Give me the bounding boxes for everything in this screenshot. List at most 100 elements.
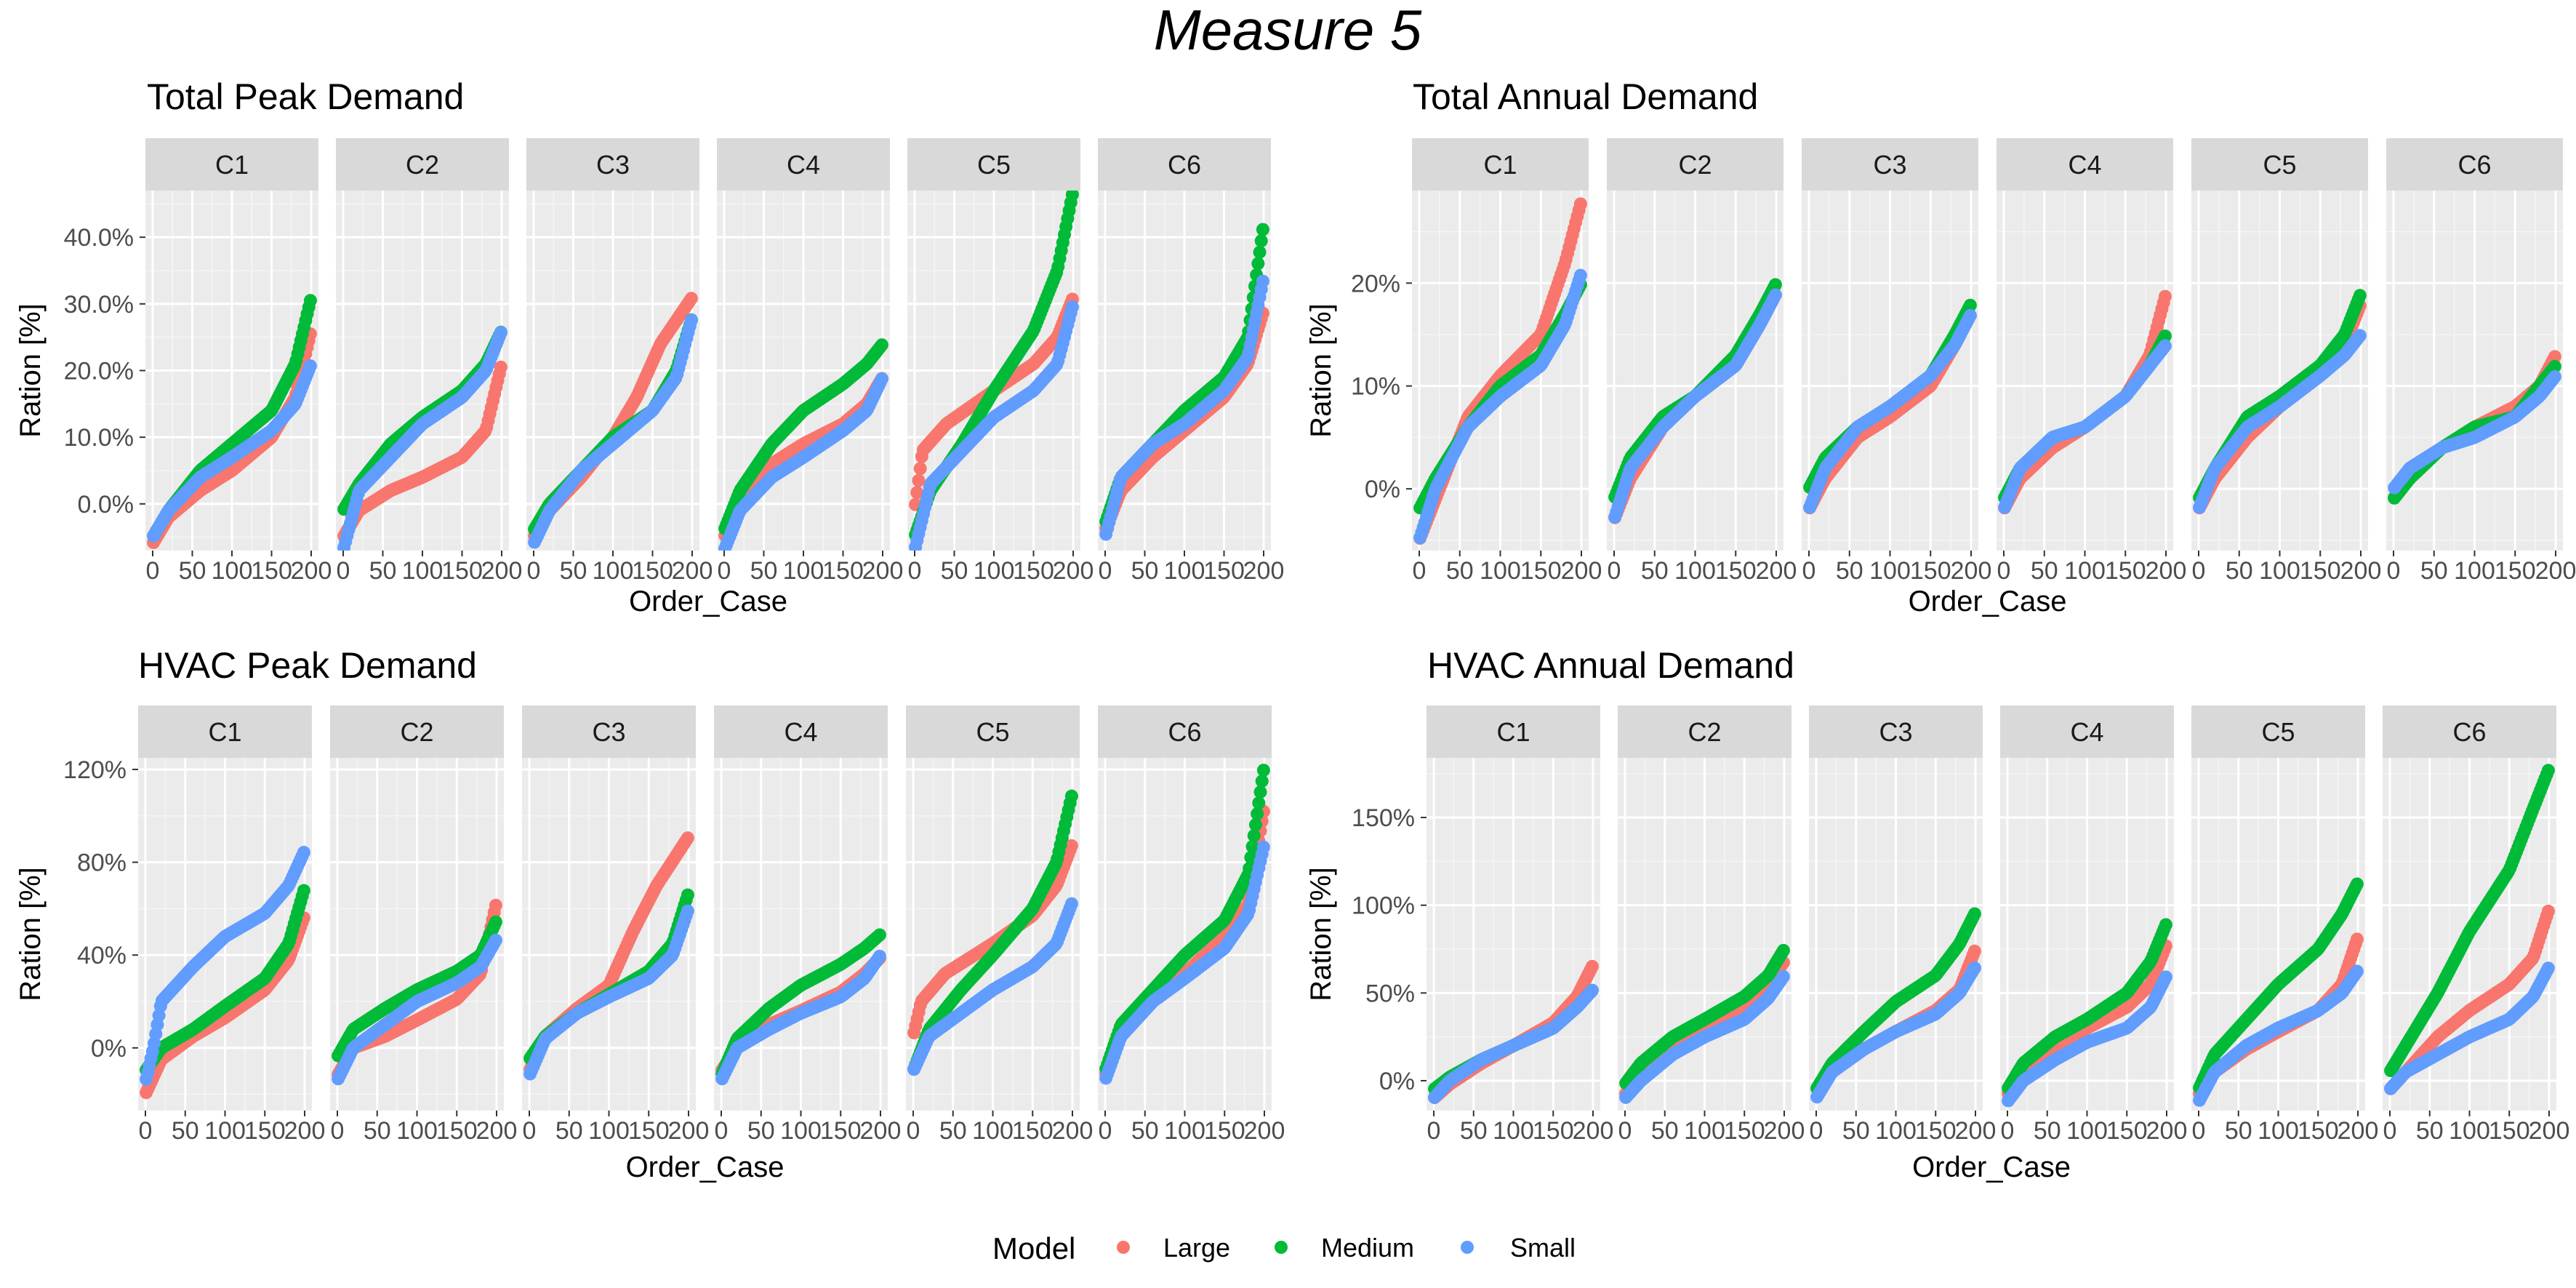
x-tick-label: 50 — [555, 1117, 583, 1145]
x-tick-label: 150 — [1910, 557, 1951, 585]
y-tick-label: 20.0% — [64, 358, 134, 385]
data-point — [681, 888, 694, 902]
facet-points — [147, 294, 317, 549]
x-tick-label: 150 — [822, 557, 864, 585]
data-point — [875, 372, 888, 385]
data-point — [684, 292, 698, 305]
x-tick-label: 200 — [2340, 557, 2382, 585]
y-tick-label: 30.0% — [64, 291, 134, 319]
facet-points — [332, 898, 502, 1086]
x-tick-label: 50 — [364, 1117, 391, 1145]
x-tick-label: 100 — [212, 557, 253, 585]
x-tick-label: 50 — [2420, 557, 2448, 585]
data-point — [1768, 278, 1782, 292]
x-tick-label: 150 — [2300, 557, 2341, 585]
x-tick-label: 0 — [139, 1117, 153, 1145]
x-tick-label: 100 — [783, 557, 824, 585]
data-point — [1573, 268, 1587, 282]
data-point — [297, 846, 310, 860]
x-tick-label: 50 — [369, 557, 397, 585]
facet-strip-label: C6 — [1168, 150, 1201, 180]
series-medium — [332, 915, 502, 1063]
x-tick-label: 150 — [2495, 557, 2536, 585]
series-small — [1099, 274, 1269, 541]
facet-strip — [2191, 138, 2368, 191]
x-tick-label: 50 — [750, 557, 778, 585]
facet-points — [528, 292, 698, 549]
data-point — [2353, 329, 2367, 343]
data-point — [297, 884, 310, 897]
series-small — [1413, 268, 1587, 545]
facet-strip — [145, 138, 318, 191]
x-axis-label: Order_Case — [626, 1151, 785, 1183]
data-point — [1253, 245, 1267, 259]
y-tick-label: 40.0% — [64, 224, 134, 252]
x-tick-label: 200 — [1053, 557, 1094, 585]
data-point — [2353, 289, 2367, 303]
facet-strip-label: C2 — [1678, 150, 1712, 180]
panel-total-peak-demand: Total Peak Demand0.0%10.0%20.0%30.0%40.0… — [15, 76, 1284, 617]
x-tick-label: 0 — [908, 557, 922, 585]
x-tick-label: 50 — [1836, 557, 1863, 585]
x-tick-label: 100 — [204, 1117, 246, 1145]
x-tick-label: 150 — [632, 557, 673, 585]
x-tick-label: 0 — [2192, 557, 2206, 585]
panel-title: Total Annual Demand — [1413, 76, 1758, 117]
x-tick-label: 150 — [251, 557, 292, 585]
series-small — [140, 846, 310, 1086]
x-tick-label: 100 — [1164, 557, 1205, 585]
data-point — [494, 360, 507, 374]
series-large — [337, 360, 507, 543]
facet-points — [2388, 350, 2561, 505]
series-small — [337, 326, 507, 551]
figure-title: Measure 5 — [1154, 0, 1422, 62]
data-point — [1256, 274, 1269, 288]
data-point — [303, 294, 317, 308]
data-point — [2158, 289, 2172, 303]
series-small — [2388, 369, 2561, 495]
data-point — [303, 359, 317, 373]
y-tick-label: 80% — [77, 849, 127, 877]
x-tick-label: 0 — [1997, 557, 2011, 585]
data-point — [2158, 329, 2172, 343]
x-tick-label: 200 — [284, 1117, 326, 1145]
data-point — [1963, 298, 1977, 312]
data-point — [875, 338, 888, 352]
x-tick-label: 0 — [146, 557, 160, 585]
x-tick-label: 150 — [1715, 557, 1757, 585]
data-point — [489, 933, 502, 947]
facet-points — [718, 338, 888, 551]
facet-strip — [717, 138, 890, 191]
x-tick-label: 0 — [1608, 557, 1621, 585]
x-tick-label: 50 — [1131, 557, 1159, 585]
facet-points — [1099, 223, 1269, 541]
x-tick-label: 200 — [862, 557, 904, 585]
facet-strip-label: C5 — [2263, 150, 2296, 180]
y-tick-label: 120% — [63, 756, 127, 784]
facet-strip — [336, 138, 509, 191]
data-point — [2158, 339, 2172, 353]
x-tick-label: 0 — [1802, 557, 1816, 585]
data-point — [1256, 223, 1269, 236]
data-point — [681, 831, 694, 845]
data-point — [912, 473, 926, 487]
x-tick-label: 150 — [244, 1117, 286, 1145]
y-tick-label: 10.0% — [64, 424, 134, 452]
x-tick-label: 100 — [1869, 557, 1911, 585]
x-tick-label: 50 — [941, 557, 968, 585]
y-tick-label: 0% — [1365, 476, 1400, 503]
data-point — [1573, 197, 1587, 211]
data-point — [494, 326, 507, 340]
x-tick-label: 100 — [593, 557, 634, 585]
x-tick-label: 100 — [396, 1117, 438, 1145]
x-tick-label: 200 — [1951, 557, 1992, 585]
facet-strip — [526, 138, 699, 191]
facet-points — [523, 831, 694, 1081]
